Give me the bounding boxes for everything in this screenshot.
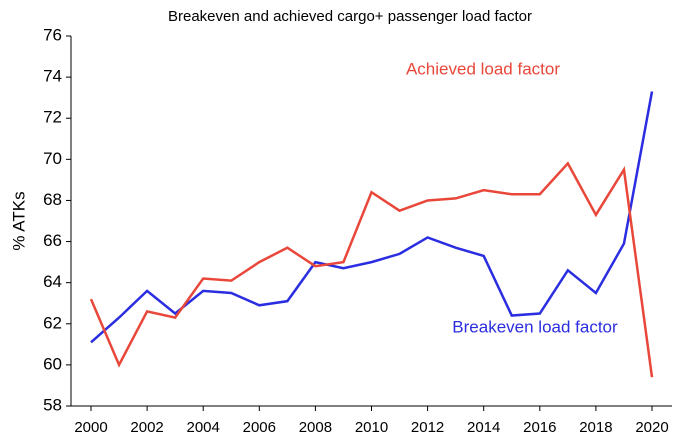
x-tick-label: 2014 [467,419,500,436]
y-axis-label: % ATKs [9,191,28,250]
chart-title: Breakeven and achieved cargo+ passenger … [168,8,532,25]
series-label: Breakeven load factor [452,317,618,336]
x-tick-label: 2012 [411,419,444,436]
series-line [90,91,654,344]
x-tick-label: 2018 [579,419,612,436]
y-tick-label: 72 [43,108,62,127]
y-tick-label: 76 [43,25,62,44]
y-tick-label: 62 [43,313,62,332]
y-tick-label: 58 [43,395,62,414]
x-tick-label: 2006 [243,419,276,436]
x-tick-label: 2010 [355,419,388,436]
x-tick-label: 2004 [187,419,220,436]
x-tick-label: 2002 [130,419,163,436]
y-tick-label: 64 [43,272,62,291]
y-tick-label: 66 [43,231,62,250]
x-tick-label: 2000 [74,419,107,436]
series-label: Achieved load factor [406,59,560,78]
y-tick-label: 70 [43,149,62,168]
series-line [89,161,654,378]
x-tick-label: 2016 [523,419,556,436]
x-tick-label: 2020 [635,419,668,436]
y-tick-label: 60 [43,354,62,373]
y-tick-label: 68 [43,190,62,209]
y-tick-label: 74 [43,67,62,86]
x-tick-label: 2008 [299,419,332,436]
